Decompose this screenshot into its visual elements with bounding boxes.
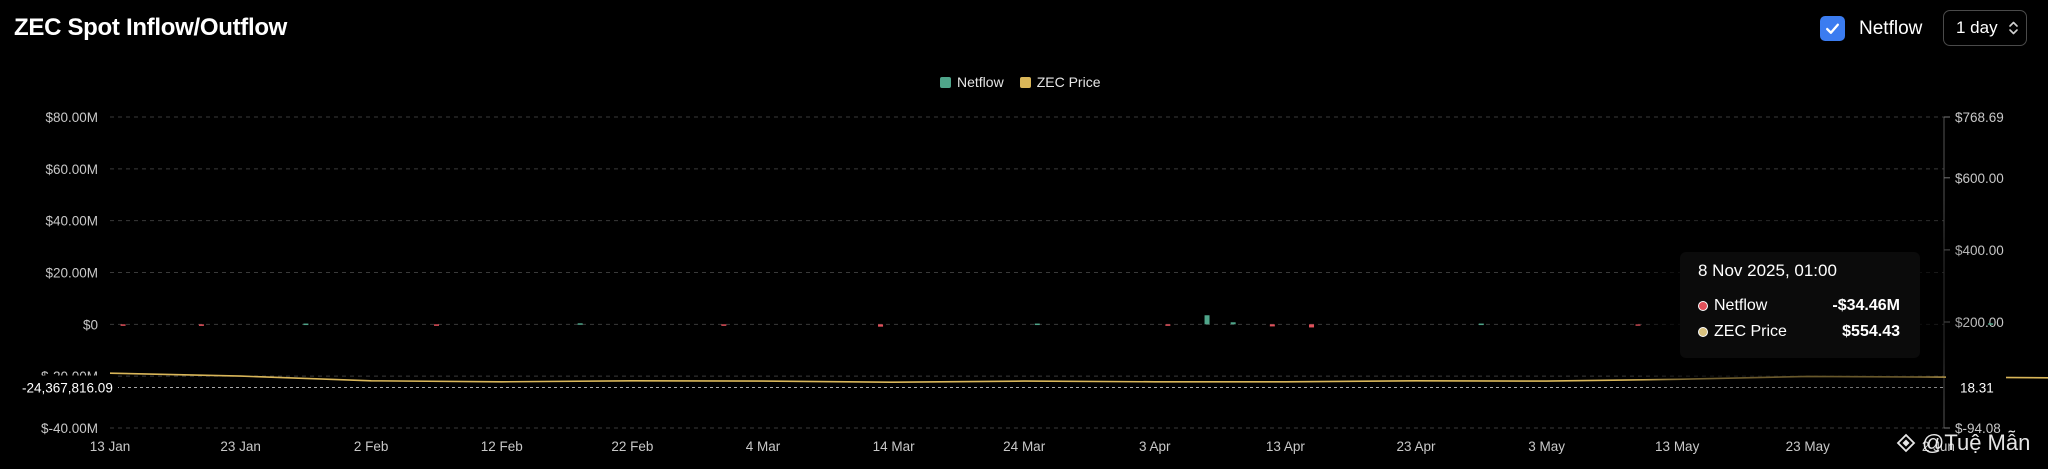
netflow-checkbox-label[interactable]: Netflow [1859,17,1923,39]
y-left-tick-label: $60.00M [45,162,98,177]
y-right-tick-label: $600.00 [1955,171,2004,186]
x-tick-label: 23 Apr [1396,439,1436,454]
y-right-tick-label: $-94.08 [1955,421,2001,436]
watermark: @Tuệ Mẫn [1896,430,2030,456]
x-tick-label: 13 Jan [90,439,131,454]
crosshair-left-label: -24,367,816.09 [22,380,113,395]
x-tick-label: 13 May [1655,439,1700,454]
netflow-bar [878,324,884,327]
tooltip-name-zec-price: ZEC Price [1714,323,1787,340]
x-tick-label: 3 May [1528,439,1565,454]
legend-swatch-netflow [940,76,951,88]
interval-select-value: 1 day [1956,18,1998,37]
y-right-tick-label: $200.00 [1955,315,2004,330]
netflow-bar [1034,323,1040,326]
netflow-bar [1230,322,1236,325]
y-left-tick-label: $-40.00M [41,421,98,436]
x-tick-label: 24 Mar [1003,439,1046,454]
netflow-bar [1309,324,1315,328]
netflow-bar [120,324,126,326]
zec-price-line [109,372,2048,384]
chevron-updown-icon [2008,21,2018,35]
tooltip-name-netflow: Netflow [1714,297,1768,314]
crosshair-right-label: 18.31 [1960,380,1994,395]
crosshair-left-label-bg [10,375,118,400]
netflow-bar [1988,323,1994,325]
x-tick-label: 14 Mar [873,439,916,454]
page-title: ZEC Spot Inflow/Outflow [14,14,288,41]
checkmark-icon [1826,23,1839,34]
x-tick-label: 23 Jan [220,439,261,454]
netflow-bar [303,323,309,326]
legend-label-zec-price: ZEC Price [1036,74,1101,90]
y-right-tick-label: $400.00 [1955,243,2004,258]
x-tick-label: 12 Feb [481,439,523,454]
x-tick-label: 22 Feb [611,439,653,454]
netflow-toggle[interactable]: Netflow [1820,16,1922,41]
tooltip-row-netflow: Netflow -$34.46M [1698,297,1900,315]
crosshair-right-label-bg [1946,375,2006,400]
y-left-tick-label: $40.00M [45,214,98,229]
netflow-checkbox[interactable] [1820,16,1845,41]
tooltip-date: 8 Nov 2025, 01:00 [1698,261,1837,280]
tooltip-value-netflow: -$34.46M [1832,297,1900,314]
legend-swatch-zec-price [1019,76,1031,88]
netflow-bar [721,324,727,326]
tooltip-dot-zec-price [1698,327,1708,337]
tooltip-row-zec-price: ZEC Price $554.43 [1698,323,1900,341]
y-left-tick-label: $0 [83,317,98,332]
netflow-bar [1165,324,1171,326]
netflow-bar [198,324,204,326]
chart-legend: Netflow ZEC Price [940,74,1100,90]
netflow-bar [1204,315,1210,325]
legend-label-netflow: Netflow [957,74,1004,90]
y-right-tick-label: $768.69 [1955,110,2004,125]
tooltip-dot-netflow [1698,301,1708,311]
interval-select[interactable]: 1 day [1943,10,2027,46]
x-tick-label: 2 Jun [1922,439,1955,454]
y-left-tick-label: $80.00M [45,110,98,125]
netflow-bar [434,324,439,326]
netflow-bar [1478,323,1484,326]
netflow-bar [577,323,583,325]
x-tick-label: 2 Feb [354,439,389,454]
x-tick-label: 4 Mar [746,439,781,454]
netflow-bar [1269,324,1275,327]
legend-item-netflow[interactable]: Netflow [940,74,1004,90]
netflow-bar [1635,324,1641,326]
tooltip-value-zec-price: $554.43 [1842,323,1900,340]
x-tick-label: 23 May [1786,439,1831,454]
y-left-tick-label: $20.00M [45,266,98,281]
chart-tooltip: 8 Nov 2025, 01:00 Netflow -$34.46M ZEC P… [1680,252,1920,358]
x-tick-label: 13 Apr [1266,439,1306,454]
x-tick-label: 3 Apr [1139,439,1171,454]
watermark-text: @Tuệ Mẫn [1922,430,2031,455]
legend-item-zec-price[interactable]: ZEC Price [1019,74,1101,90]
binance-diamond-icon [1896,433,1916,453]
